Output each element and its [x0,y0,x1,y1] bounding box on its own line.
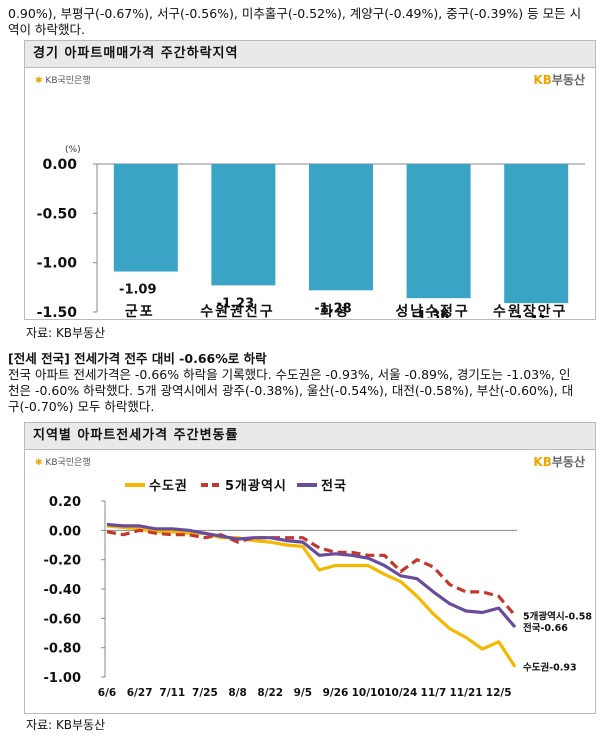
series-line [106,522,517,629]
bar-value-label: -1.09 [119,283,156,298]
x-tick-label: 11/7 [421,687,447,699]
legend-label: 수도권 [149,479,188,494]
x-tick-label: 7/11 [159,687,185,699]
x-tick-label: 9/5 [294,687,312,699]
x-tick-label: 8/22 [257,687,283,699]
bar [309,164,373,291]
top-text-line1: 0.90%), 부평구(-0.67%), 서구(-0.56%), 미추홀구(-0… [8,6,582,21]
line-chart-panel: 지역별 아파트전세가격 주간변동률 ✱ KB국민은행 KB부동산 0.20 0.0… [24,422,596,714]
bar-chart-header: 경기 아파트매매가격 주간하락지역 [25,41,595,68]
series-line [106,528,517,617]
x-tick-label: 6/27 [127,687,153,699]
bar-value-label: -1.23 [217,296,254,311]
y-tick-label: -0.20 [44,554,81,569]
category-label: 군포 [125,304,155,318]
y-tick-label: -0.60 [44,612,81,627]
y-tick-label: -0.40 [44,583,81,598]
top-paragraph: 0.90%), 부평구(-0.67%), 서구(-0.56%), 미추홀구(-0… [8,6,600,38]
series-line [106,524,517,668]
legend-label: 5개광역시 [225,478,287,494]
section2-line3: 구(-0.70%) 모두 하락했다. [8,399,155,414]
bar-value-label: -1.41 [509,314,546,318]
y-tick-label: -0.50 [37,206,78,222]
kb-star-icon-2: ✱ [35,458,43,468]
kb-realestate-logo-2: KB부동산 [533,455,585,469]
bar [113,164,178,272]
x-tick-label: 7/25 [192,687,218,699]
bar-value-label: -1.36 [412,309,449,318]
series-end-label: 5개광역시-0.58 [523,610,592,622]
category-label: 성남수정구 [395,303,469,318]
series-end-label: 전국-0.66 [523,622,568,634]
section2-heading: [전세 전국] 전세가격 전주 대비 -0.66%로 하락 [8,351,267,366]
line-chart-header: 지역별 아파트전세가격 주간변동률 [25,423,595,450]
category-label: 수원권선구 [200,304,274,318]
x-tick-label: 11/21 [450,687,483,699]
series-end-label: 수도권-0.93 [523,662,577,674]
y-tick-label: 0.00 [42,157,77,173]
category-label: 수원장안구 [493,303,567,318]
bar-value-label: -1.28 [314,301,351,316]
legend-label: 전국 [321,478,347,494]
section2-paragraph: [전세 전국] 전세가격 전주 대비 -0.66%로 하락 전국 아파트 전세가… [8,351,600,415]
x-tick-label: 10/10 [352,687,385,699]
kb-bank-logo-2: ✱ KB국민은행 [35,458,91,468]
x-tick-label: 9/26 [323,687,349,699]
category-label: 화성 [320,304,350,318]
x-tick-label: 12/5 [486,687,512,699]
chart1-source: 자료: KB부동산 [26,326,106,340]
bar [504,164,569,304]
line-chart: 0.20 0.00 -0.20 -0.40 -0.60 -0.80 -1.00 6/6 6/27… [44,478,593,699]
kb-star-icon: ✱ [35,76,43,86]
y-tick-label: 0.00 [49,524,81,539]
x-tick-label: 6/6 [98,687,116,699]
y-tick-label: -0.80 [44,642,81,657]
kb-bank-logo: ✱ KB국민은행 [35,76,91,86]
top-text-line2: 역이 하락했다. [8,22,85,37]
y-tick-label: -1.00 [37,256,78,272]
y-axis-unit: (%) [65,145,81,155]
bar [406,164,471,299]
y-tick-label: 0.20 [49,495,81,510]
y-tick-label: -1.00 [44,671,81,686]
section2-line1: 전국 아파트 전세가격은 -0.66% 하락을 기록했다. 수도권은 -0.93… [8,367,571,382]
chart2-source: 자료: KB부동산 [26,718,106,732]
section2-line2: 천은 -0.60% 하락했다. 5개 광역시에서 광주(-0.38%), 울산(… [8,383,574,398]
kb-realestate-logo: KB부동산 [533,73,585,87]
x-tick-label: 10/24 [384,687,417,699]
bar [211,164,276,286]
x-tick-label: 8/8 [228,687,246,699]
y-tick-label: -1.50 [37,305,78,318]
bar-chart-panel: 경기 아파트매매가격 주간하락지역 ✱ KB국민은행 KB부동산 (%) 0.00… [24,40,596,320]
